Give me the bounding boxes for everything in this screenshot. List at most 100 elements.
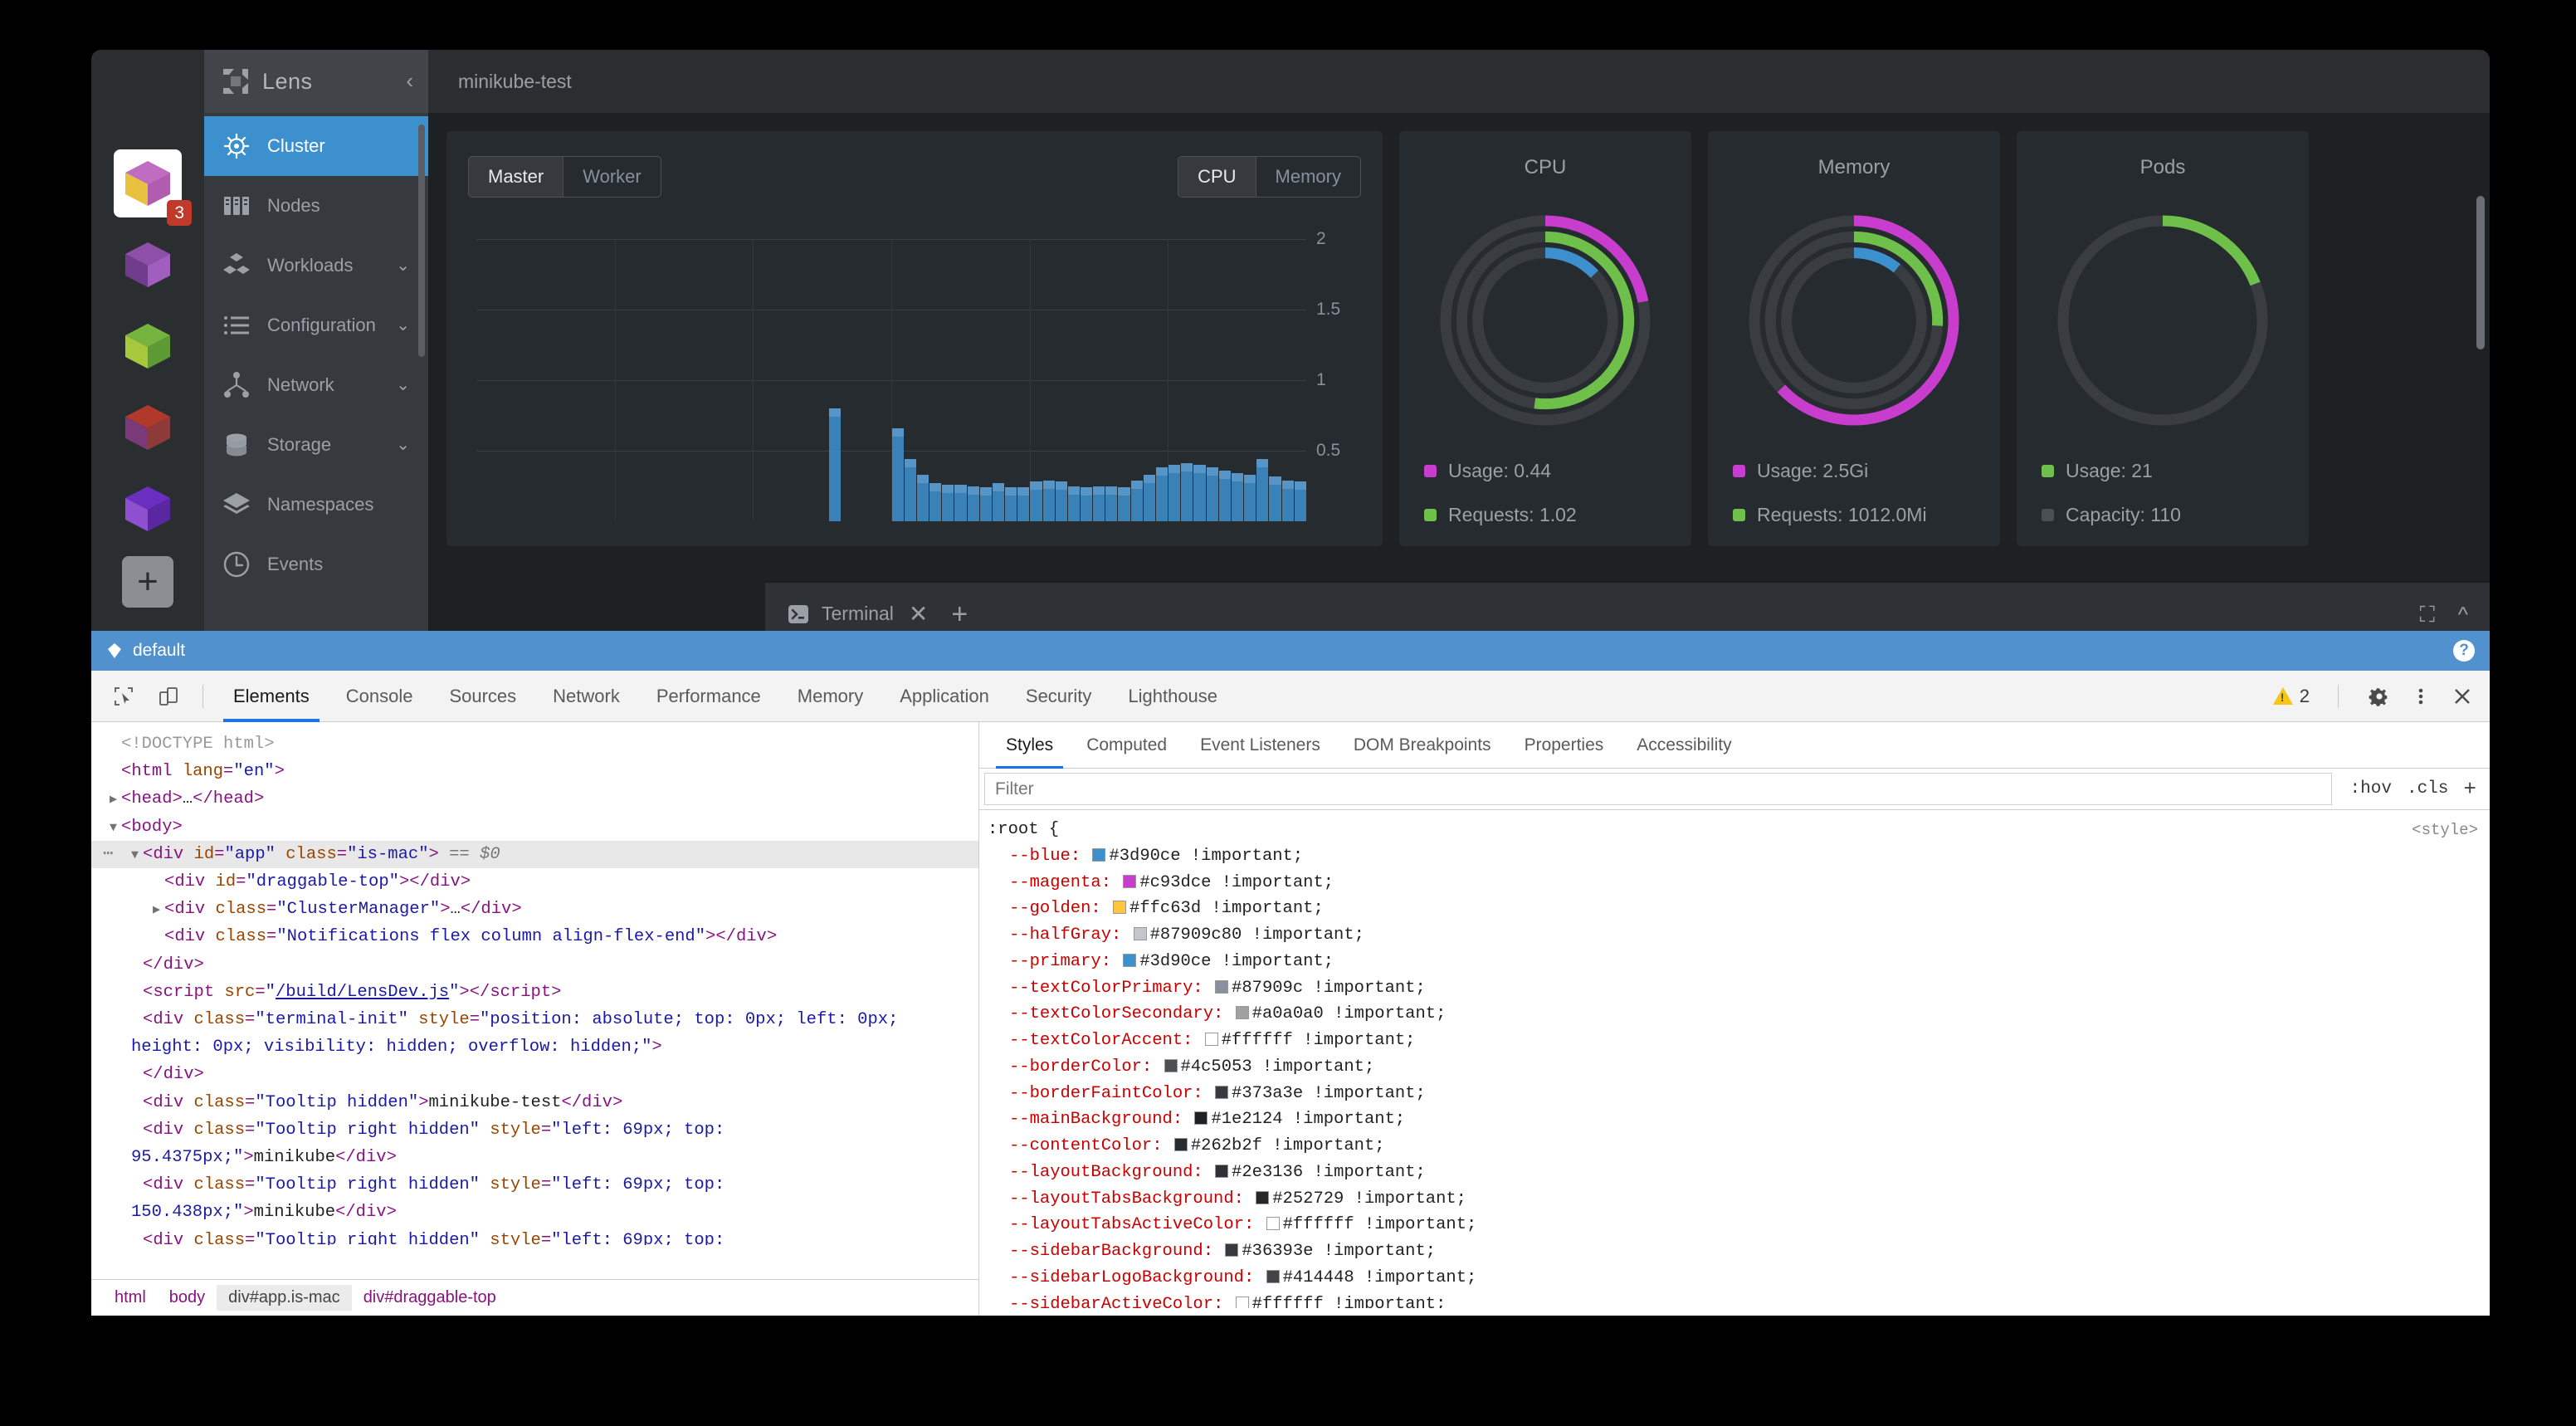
inspect-element-icon[interactable]: [110, 682, 138, 711]
terminal-tab-label[interactable]: Terminal: [822, 603, 894, 624]
css-property-value[interactable]: #373a3e !important;: [1232, 1083, 1426, 1103]
color-swatch-icon[interactable]: [1225, 1243, 1239, 1258]
css-property-value[interactable]: #36393e !important;: [1242, 1242, 1437, 1262]
css-property-value[interactable]: #3d90ce !important;: [1109, 846, 1304, 866]
dom-tree-line[interactable]: <div class="Notifications flex column al…: [91, 923, 978, 950]
sidebar-item-namespaces[interactable]: Namespaces: [204, 475, 428, 535]
css-declaration[interactable]: --contentColor: #262b2f !important;: [988, 1133, 2490, 1160]
close-icon[interactable]: [2450, 684, 2475, 709]
css-property-value[interactable]: #3d90ce !important;: [1139, 951, 1334, 971]
cluster-tile-4[interactable]: [114, 393, 182, 461]
add-cluster-button[interactable]: +: [122, 556, 173, 608]
color-swatch-icon[interactable]: [1123, 953, 1137, 967]
styles-filter-input[interactable]: Filter: [984, 773, 2332, 805]
breadcrumb-item[interactable]: div#draggable-top: [363, 1288, 496, 1306]
styles-tab-accessibility[interactable]: Accessibility: [1637, 735, 1732, 755]
color-swatch-icon[interactable]: [1123, 874, 1137, 888]
dom-tree-line[interactable]: <div class="Tooltip right hidden" style=…: [91, 1171, 978, 1226]
color-swatch-icon[interactable]: [1173, 1138, 1188, 1152]
terminal-add-plus-icon[interactable]: +: [951, 598, 968, 630]
css-declaration[interactable]: --layoutTabsBackground: #252729 !importa…: [988, 1186, 2490, 1213]
css-property-name[interactable]: --borderColor:: [1009, 1057, 1163, 1077]
css-property-name[interactable]: --layoutTabsBackground:: [1009, 1189, 1255, 1209]
warning-count-chip[interactable]: 2: [2272, 686, 2310, 707]
color-swatch-icon[interactable]: [1133, 927, 1147, 941]
color-swatch-icon[interactable]: [1235, 1006, 1249, 1020]
color-swatch-icon[interactable]: [1092, 847, 1106, 862]
device-toolbar-icon[interactable]: [154, 682, 183, 711]
css-property-value[interactable]: #ffffff !important;: [1251, 1294, 1447, 1308]
css-declaration[interactable]: --textColorAccent: #ffffff !important;: [988, 1028, 2490, 1054]
overview-scrollbar[interactable]: [2476, 196, 2485, 349]
tab-memory[interactable]: Memory: [797, 685, 864, 706]
css-property-value[interactable]: #2e3136 !important;: [1232, 1162, 1426, 1182]
css-declaration[interactable]: --primary: #3d90ce !important;: [988, 949, 2490, 975]
color-swatch-icon[interactable]: [1113, 901, 1127, 915]
tab-network[interactable]: Network: [553, 685, 620, 706]
tab-application[interactable]: Application: [900, 685, 989, 706]
styles-tab-properties[interactable]: Properties: [1524, 735, 1604, 755]
css-selector[interactable]: :root {: [988, 820, 1060, 839]
css-property-value[interactable]: #87909c80 !important;: [1149, 925, 1364, 945]
more-vertical-icon[interactable]: [2408, 684, 2433, 709]
tab-console[interactable]: Console: [345, 685, 413, 706]
cluster-tile-3[interactable]: [114, 312, 182, 380]
css-declaration[interactable]: --halfGray: #87909c80 !important;: [988, 922, 2490, 949]
chevron-down-icon[interactable]: ⌄: [396, 376, 410, 394]
dom-expand-triangle-icon[interactable]: ▼: [131, 847, 139, 862]
color-swatch-icon[interactable]: [1215, 1085, 1229, 1099]
terminal-collapse-chevron-up-icon[interactable]: ^: [2457, 601, 2468, 627]
css-property-value[interactable]: #87909c !important;: [1232, 978, 1426, 998]
dom-tree-line[interactable]: </div>: [91, 1061, 978, 1088]
terminal-fullscreen-icon[interactable]: ⛶: [2419, 601, 2435, 627]
dom-tree-line[interactable]: <div class="Tooltip right hidden" style=…: [91, 1116, 978, 1171]
new-style-rule-plus-icon[interactable]: +: [2463, 776, 2476, 802]
css-property-value[interactable]: #ffc63d !important;: [1129, 899, 1324, 919]
css-declaration[interactable]: --borderColor: #4c5053 !important;: [988, 1054, 2490, 1081]
style-source-link[interactable]: <style>: [2412, 821, 2478, 839]
sidebar-item-nodes[interactable]: Nodes: [204, 176, 428, 236]
css-property-value[interactable]: #262b2f !important;: [1190, 1136, 1385, 1156]
dom-tree-line[interactable]: ▼ <body>: [91, 813, 978, 841]
breadcrumb-item[interactable]: html: [115, 1288, 146, 1306]
chevron-down-icon[interactable]: ⌄: [396, 436, 410, 454]
styles-tab-styles[interactable]: Styles: [989, 722, 1070, 769]
dom-tree-line[interactable]: <div class="Tooltip hidden">minikube-tes…: [91, 1089, 978, 1116]
sidebar-item-network[interactable]: Network ⌄: [204, 355, 428, 415]
css-property-value[interactable]: #252729 !important;: [1272, 1189, 1466, 1209]
dom-tree[interactable]: <!DOCTYPE html> <html lang="en"> ▶ <head>…<…: [91, 722, 978, 1245]
css-declaration[interactable]: --sidebarActiveColor: #ffffff !important…: [988, 1292, 2490, 1308]
css-property-name[interactable]: --textColorPrimary:: [1009, 978, 1214, 998]
breadcrumb-item[interactable]: div#app.is-mac: [217, 1285, 352, 1311]
tab-security[interactable]: Security: [1025, 685, 1092, 706]
dom-tree-line[interactable]: <div class="terminal-init" style="positi…: [91, 1006, 978, 1061]
metric-memory-button[interactable]: Memory: [1256, 156, 1361, 198]
sidebar-collapse-chevron-left-icon[interactable]: ‹: [406, 68, 413, 93]
css-property-value[interactable]: #a0a0a0 !important;: [1251, 1004, 1447, 1024]
css-property-name[interactable]: --sidebarBackground:: [1009, 1242, 1224, 1262]
css-property-name[interactable]: --layoutBackground:: [1009, 1162, 1214, 1182]
css-property-name[interactable]: --textColorAccent:: [1009, 1031, 1203, 1051]
sidebar-item-workloads[interactable]: Workloads ⌄: [204, 236, 428, 295]
color-swatch-icon[interactable]: [1266, 1270, 1280, 1284]
color-swatch-icon[interactable]: [1266, 1217, 1280, 1231]
sidebar-item-configuration[interactable]: Configuration ⌄: [204, 295, 428, 355]
tab-sources[interactable]: Sources: [449, 685, 517, 706]
terminal-close-icon[interactable]: ✕: [908, 600, 929, 627]
dom-line-more-dots[interactable]: ⋯: [103, 844, 115, 864]
dom-tree-line[interactable]: ▶ <head>…</head>: [91, 785, 978, 813]
dom-tree-line[interactable]: ⋯ ▼ <div id="app" class="is-mac"> == $0: [91, 840, 978, 869]
css-declaration[interactable]: --sidebarBackground: #36393e !important;: [988, 1238, 2490, 1265]
css-property-name[interactable]: --primary:: [1009, 951, 1122, 971]
dom-tree-line[interactable]: </div>: [91, 951, 978, 979]
dom-expand-triangle-icon[interactable]: ▶: [153, 903, 161, 918]
css-property-name[interactable]: --contentColor:: [1009, 1136, 1173, 1156]
css-property-value[interactable]: #414448 !important;: [1282, 1268, 1477, 1288]
color-swatch-icon[interactable]: [1215, 979, 1229, 994]
node-master-button[interactable]: Master: [468, 156, 564, 198]
css-property-name[interactable]: --sidebarLogoBackground:: [1009, 1268, 1265, 1288]
color-swatch-icon[interactable]: [1235, 1296, 1249, 1308]
css-property-name[interactable]: --blue:: [1009, 846, 1091, 866]
color-swatch-icon[interactable]: [1194, 1111, 1208, 1126]
breadcrumb-item[interactable]: body: [168, 1288, 206, 1306]
